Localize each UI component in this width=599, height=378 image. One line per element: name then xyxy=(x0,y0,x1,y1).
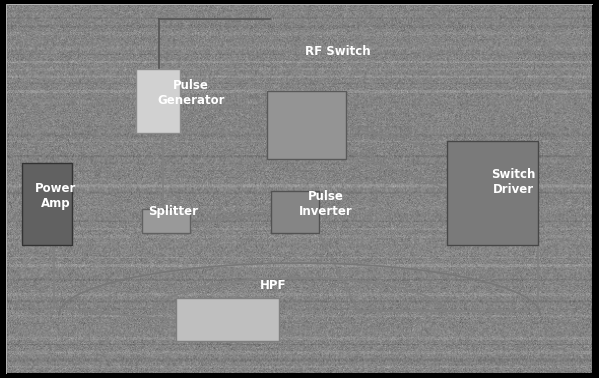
Bar xyxy=(22,163,72,245)
Bar xyxy=(142,209,190,234)
Text: HPF: HPF xyxy=(260,279,286,292)
Text: Switch
Driver: Switch Driver xyxy=(492,167,536,195)
Bar xyxy=(176,298,279,341)
Text: Pulse
Generator: Pulse Generator xyxy=(157,79,225,107)
Text: RF Switch: RF Switch xyxy=(305,45,370,59)
Text: Splitter: Splitter xyxy=(149,205,198,218)
Bar xyxy=(267,91,346,160)
Bar xyxy=(447,141,539,245)
Bar xyxy=(137,69,180,133)
Bar xyxy=(271,191,319,234)
Text: Pulse
Inverter: Pulse Inverter xyxy=(299,190,353,218)
Text: Power
Amp: Power Amp xyxy=(35,183,77,211)
